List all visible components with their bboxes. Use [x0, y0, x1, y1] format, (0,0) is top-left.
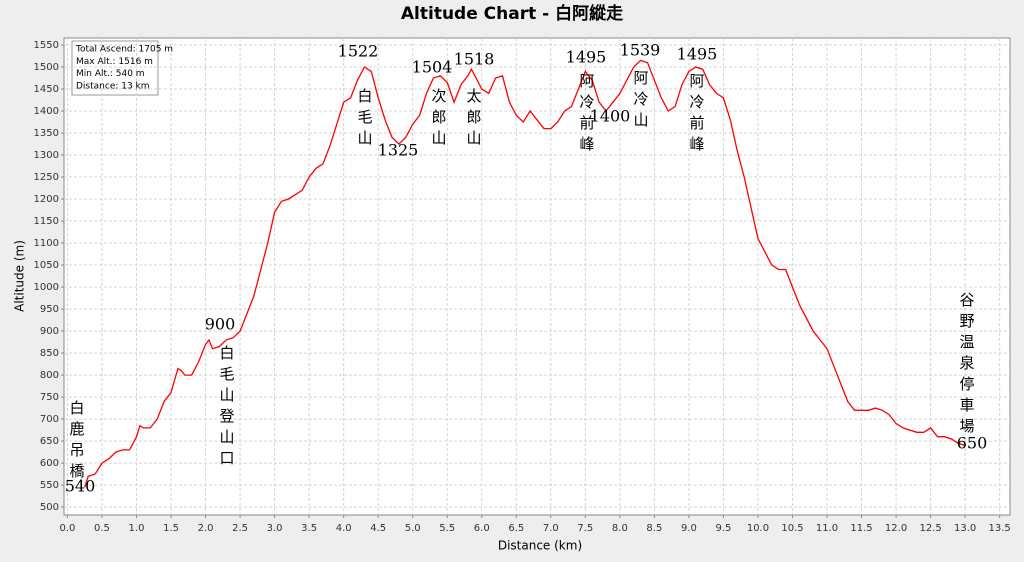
x-tick-label: 5.5 [439, 523, 455, 534]
y-tick-label: 900 [40, 326, 59, 337]
y-tick-label: 550 [40, 480, 59, 491]
y-tick-label: 800 [40, 370, 59, 381]
y-tick-label: 1200 [34, 194, 59, 205]
annotation: 1325 [378, 141, 419, 160]
y-tick-label: 750 [40, 392, 59, 403]
annotation: 阿冷前峰 [578, 73, 596, 157]
x-tick-label: 6.0 [474, 523, 490, 534]
x-tick-label: 8.0 [612, 523, 628, 534]
annotation: 1495 [677, 45, 718, 64]
annotation: 1400 [590, 107, 631, 126]
x-tick-label: 7.0 [543, 523, 559, 534]
annotation: 次郎山 [430, 88, 448, 151]
x-tick-label: 13.5 [989, 523, 1011, 534]
annotation: 1539 [620, 41, 661, 60]
x-tick-label: 10.5 [781, 523, 803, 534]
y-tick-label: 950 [40, 304, 59, 315]
annotation: 650 [957, 434, 988, 453]
annotation: 1522 [338, 42, 379, 61]
annotation: 540 [65, 477, 96, 496]
x-tick-label: 9.0 [681, 523, 697, 534]
plot-area [63, 37, 1011, 516]
x-tick-label: 12.0 [885, 523, 907, 534]
y-tick-label: 1250 [34, 172, 59, 183]
y-tick-label: 1150 [34, 216, 59, 227]
x-tick-label: 1.0 [129, 523, 145, 534]
annotation: 1518 [454, 50, 495, 69]
y-tick-label: 1100 [34, 238, 59, 249]
y-tick-label: 1450 [34, 84, 59, 95]
x-tick-label: 1.5 [163, 523, 179, 534]
annotation: 900 [205, 315, 236, 334]
stat-text: Max Alt.: 1516 m [76, 57, 153, 67]
y-tick-label: 500 [40, 502, 59, 513]
y-tick-label: 1550 [34, 40, 59, 51]
y-tick-label: 600 [40, 458, 59, 469]
x-tick-label: 13.0 [954, 523, 976, 534]
stats-box [71, 40, 159, 96]
stat-text: Min Alt.: 540 m [76, 69, 145, 79]
x-tick-label: 3.0 [267, 523, 283, 534]
chart-title: Altitude Chart - 白阿縱走 [401, 3, 623, 24]
x-tick-label: 11.5 [850, 523, 872, 534]
y-axis-title: Altitude (m) [13, 240, 27, 312]
x-tick-label: 2.5 [232, 523, 248, 534]
y-tick-label: 1500 [34, 62, 59, 73]
annotation: 太郎山 [465, 88, 483, 151]
altitude-line [84, 59, 966, 488]
annotation: 白毛山 [356, 88, 374, 151]
y-tick-label: 850 [40, 348, 59, 359]
x-tick-label: 9.5 [715, 523, 731, 534]
y-tick-label: 1400 [34, 106, 59, 117]
y-tick-label: 700 [40, 414, 59, 425]
annotation: 白鹿吊橋 [68, 400, 86, 484]
annotation: 阿冷山 [632, 70, 650, 133]
annotation: 白毛山登山口 [218, 345, 236, 471]
stat-text: Distance: 13 km [76, 81, 150, 91]
x-axis-title: Distance (km) [498, 539, 582, 553]
annotation: 谷野温泉停車場 [958, 292, 976, 439]
x-tick-label: 0.5 [94, 523, 110, 534]
x-tick-label: 11.0 [816, 523, 838, 534]
annotation: 1504 [412, 58, 453, 77]
x-tick-label: 6.5 [508, 523, 524, 534]
y-tick-label: 650 [40, 436, 59, 447]
y-tick-label: 1300 [34, 150, 59, 161]
x-tick-label: 0.0 [59, 523, 75, 534]
annotation: 1495 [566, 48, 607, 67]
x-tick-label: 8.5 [646, 523, 662, 534]
x-tick-label: 5.0 [405, 523, 421, 534]
x-tick-label: 10.0 [747, 523, 769, 534]
stat-text: Total Ascend: 1705 m [75, 45, 173, 55]
annotation: 阿冷前峰 [688, 73, 706, 157]
x-tick-label: 4.0 [336, 523, 352, 534]
x-tick-label: 12.5 [919, 523, 941, 534]
x-tick-label: 2.0 [198, 523, 214, 534]
x-tick-label: 4.5 [370, 523, 386, 534]
y-tick-label: 1350 [34, 128, 59, 139]
y-tick-label: 1000 [34, 282, 59, 293]
x-tick-label: 3.5 [301, 523, 317, 534]
y-tick-label: 1050 [34, 260, 59, 271]
x-tick-label: 7.5 [577, 523, 593, 534]
